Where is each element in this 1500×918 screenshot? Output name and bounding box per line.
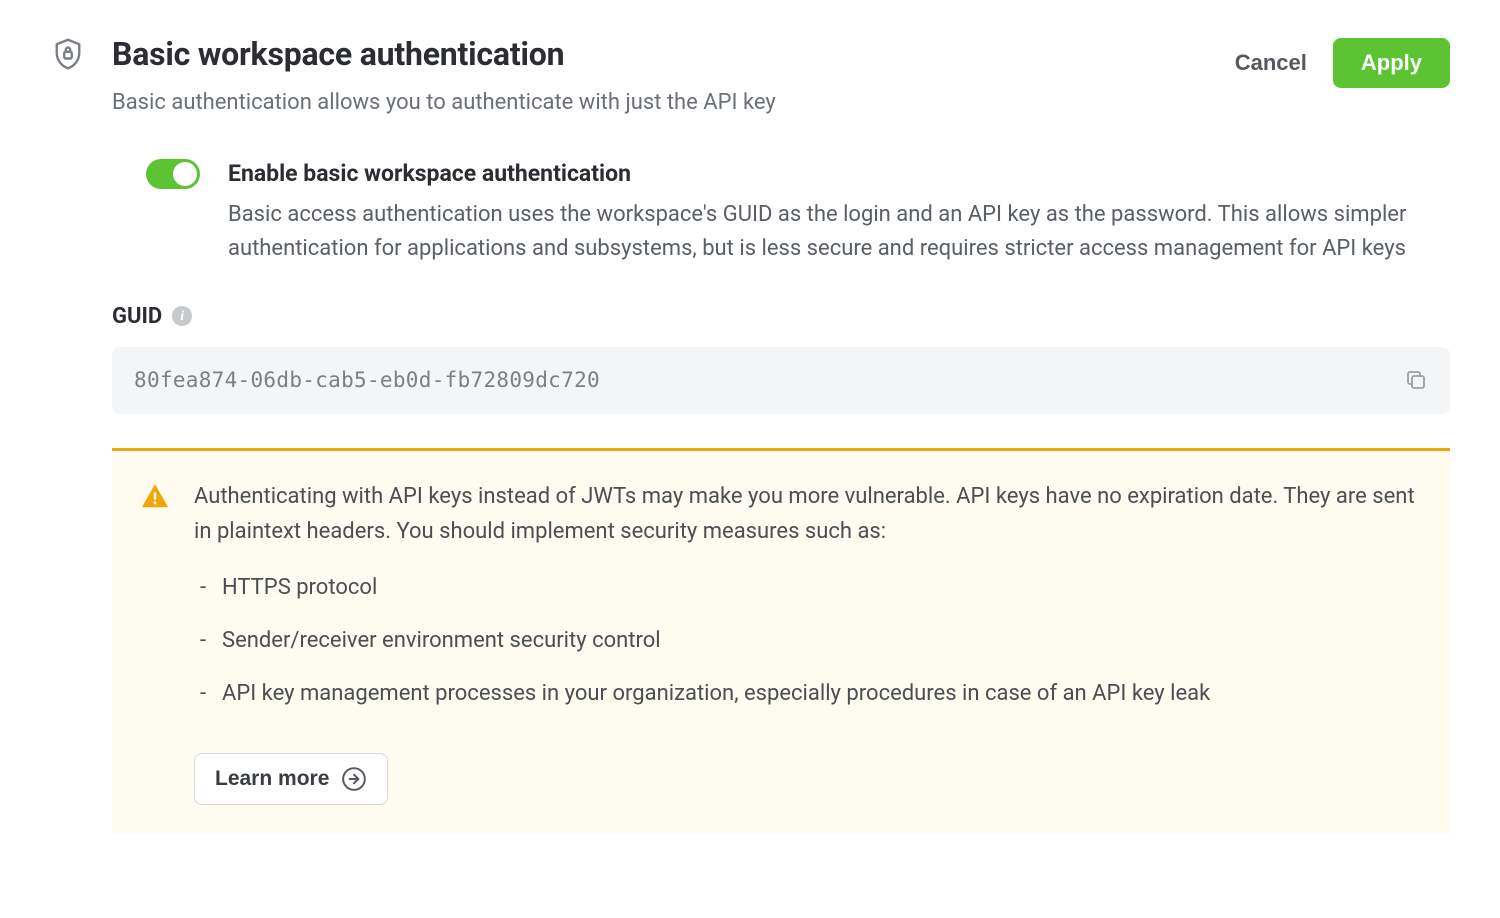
warning-item: Sender/receiver environment security con… — [194, 623, 1422, 658]
enable-auth-row: Enable basic workspace authentication Ba… — [146, 157, 1450, 266]
warning-body: Authenticating with API keys instead of … — [194, 479, 1422, 805]
warning-intro: Authenticating with API keys instead of … — [194, 479, 1422, 549]
settings-panel: Basic workspace authentication Basic aut… — [50, 30, 1450, 833]
content-area: Enable basic workspace authentication Ba… — [112, 157, 1450, 833]
learn-more-label: Learn more — [215, 767, 329, 791]
info-icon[interactable]: i — [172, 306, 192, 326]
cancel-button[interactable]: Cancel — [1235, 50, 1307, 76]
security-warning-box: Authenticating with API keys instead of … — [112, 448, 1450, 833]
copy-icon[interactable] — [1404, 368, 1428, 392]
header-actions: Cancel Apply — [1235, 30, 1450, 88]
warning-list: HTTPS protocol Sender/receiver environme… — [194, 570, 1422, 712]
page-title: Basic workspace authentication — [112, 30, 1209, 78]
warning-item: HTTPS protocol — [194, 570, 1422, 605]
enable-auth-toggle[interactable] — [146, 159, 200, 189]
learn-more-button[interactable]: Learn more — [194, 753, 388, 805]
header-icon-container — [50, 30, 86, 83]
enable-auth-text: Enable basic workspace authentication Ba… — [228, 157, 1450, 266]
title-column: Basic workspace authentication Basic aut… — [112, 30, 1209, 119]
warning-triangle-icon — [140, 481, 170, 511]
guid-section: GUID i 80fea874-06db-cab5-eb0d-fb72809dc… — [112, 300, 1450, 415]
guid-label-row: GUID i — [112, 300, 1450, 333]
guid-label: GUID — [112, 300, 162, 333]
header-row: Basic workspace authentication Basic aut… — [50, 30, 1450, 119]
enable-auth-label: Enable basic workspace authentication — [228, 157, 1450, 192]
warning-item: API key management processes in your org… — [194, 676, 1422, 711]
enable-auth-description: Basic access authentication uses the wor… — [228, 198, 1450, 266]
page-subtitle: Basic authentication allows you to authe… — [112, 86, 1209, 119]
guid-value: 80fea874-06db-cab5-eb0d-fb72809dc720 — [134, 365, 600, 397]
guid-value-box: 80fea874-06db-cab5-eb0d-fb72809dc720 — [112, 347, 1450, 415]
warning-inner: Authenticating with API keys instead of … — [140, 479, 1422, 805]
shield-lock-icon — [50, 36, 86, 72]
arrow-right-circle-icon — [341, 766, 367, 792]
apply-button[interactable]: Apply — [1333, 38, 1450, 88]
